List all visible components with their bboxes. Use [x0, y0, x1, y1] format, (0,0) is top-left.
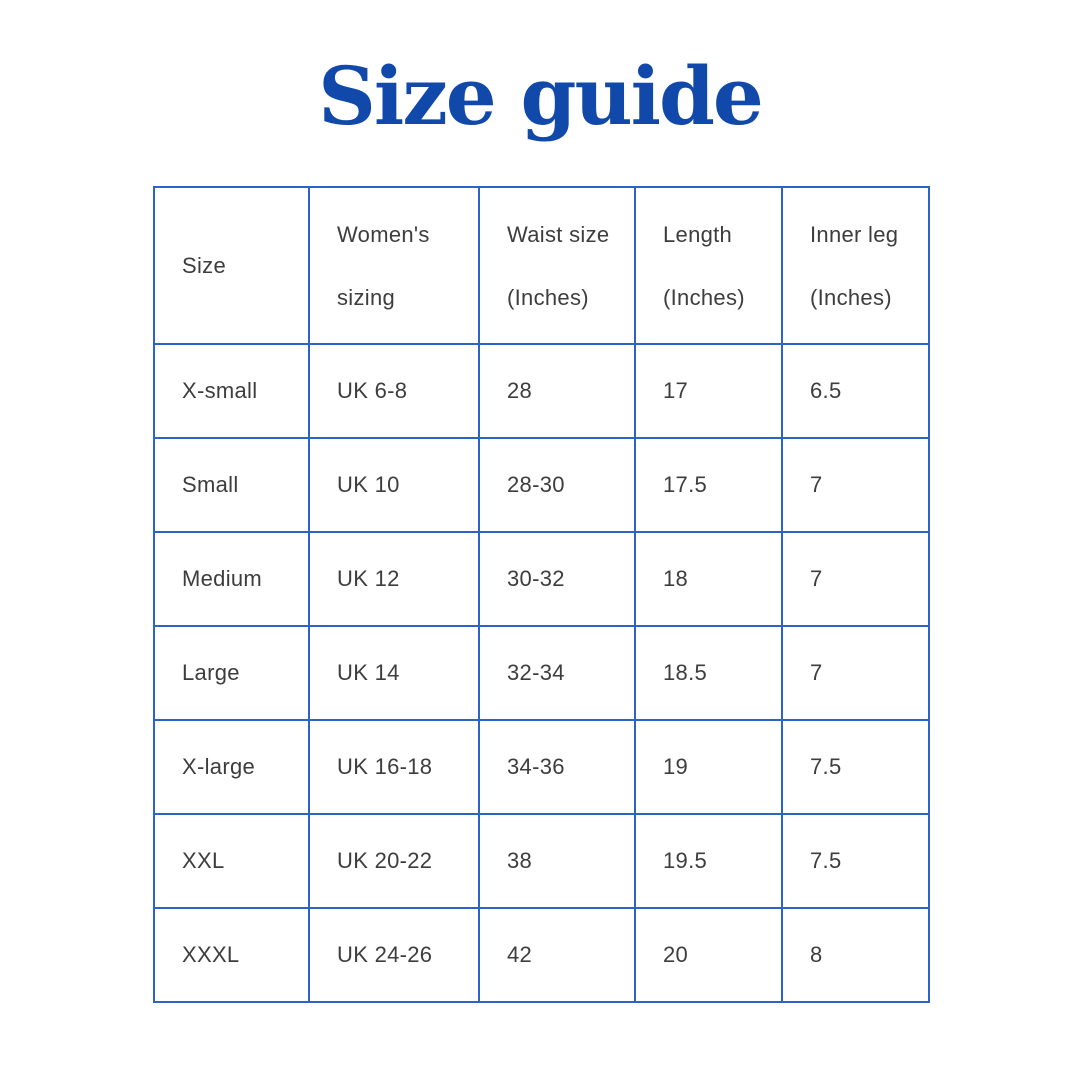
header-label: Waist size — [507, 221, 610, 247]
table-header-row: Size Women's sizing Waist size (Inches) … — [153, 186, 930, 345]
cell-length: 19.5 — [634, 813, 783, 909]
table-row-medium: Medium UK 12 30-32 18 7 — [153, 531, 930, 627]
cell-size: XXL — [153, 813, 310, 909]
cell-womens-sizing: UK 12 — [308, 531, 480, 627]
cell-inner-leg: 7 — [781, 531, 930, 627]
header-cell-inner-leg: Inner leg (Inches) — [781, 186, 930, 345]
cell-length: 17 — [634, 343, 783, 439]
cell-waist: 34-36 — [478, 719, 636, 815]
cell-inner-leg: 7 — [781, 437, 930, 533]
header-cell-waist-size: Waist size (Inches) — [478, 186, 636, 345]
cell-inner-leg: 8 — [781, 907, 930, 1003]
cell-size: XXXL — [153, 907, 310, 1003]
header-label: Women's — [337, 221, 430, 247]
cell-inner-leg: 6.5 — [781, 343, 930, 439]
cell-length: 18 — [634, 531, 783, 627]
header-label: (Inches) — [663, 284, 745, 310]
cell-length: 20 — [634, 907, 783, 1003]
table-row-x-large: X-large UK 16-18 34-36 19 7.5 — [153, 719, 930, 815]
cell-womens-sizing: UK 16-18 — [308, 719, 480, 815]
cell-size: X-large — [153, 719, 310, 815]
size-guide-table: Size Women's sizing Waist size (Inches) … — [153, 186, 930, 1003]
cell-waist: 30-32 — [478, 531, 636, 627]
header-label: (Inches) — [507, 284, 589, 310]
cell-length: 17.5 — [634, 437, 783, 533]
cell-womens-sizing: UK 24-26 — [308, 907, 480, 1003]
cell-womens-sizing: UK 10 — [308, 437, 480, 533]
cell-waist: 28 — [478, 343, 636, 439]
cell-inner-leg: 7.5 — [781, 719, 930, 815]
header-label: Inner leg — [810, 221, 899, 247]
cell-inner-leg: 7 — [781, 625, 930, 721]
cell-waist: 32-34 — [478, 625, 636, 721]
header-cell-size: Size — [153, 186, 310, 345]
cell-inner-leg: 7.5 — [781, 813, 930, 909]
cell-womens-sizing: UK 14 — [308, 625, 480, 721]
header-cell-length: Length (Inches) — [634, 186, 783, 345]
header-label: sizing — [337, 284, 396, 310]
cell-size: Large — [153, 625, 310, 721]
header-cell-womens-sizing: Women's sizing — [308, 186, 480, 345]
cell-length: 18.5 — [634, 625, 783, 721]
header-label: Length — [663, 221, 733, 247]
header-label: Size — [182, 253, 226, 278]
table-row-xxl: XXL UK 20-22 38 19.5 7.5 — [153, 813, 930, 909]
table-row-x-small: X-small UK 6-8 28 17 6.5 — [153, 343, 930, 439]
table-row-large: Large UK 14 32-34 18.5 7 — [153, 625, 930, 721]
cell-size: Small — [153, 437, 310, 533]
cell-womens-sizing: UK 6-8 — [308, 343, 480, 439]
cell-length: 19 — [634, 719, 783, 815]
page-title: Size guide — [318, 49, 764, 143]
cell-size: Medium — [153, 531, 310, 627]
table-row-xxxl: XXXL UK 24-26 42 20 8 — [153, 907, 930, 1003]
cell-waist: 42 — [478, 907, 636, 1003]
cell-waist: 38 — [478, 813, 636, 909]
table-row-small: Small UK 10 28-30 17.5 7 — [153, 437, 930, 533]
cell-size: X-small — [153, 343, 310, 439]
cell-waist: 28-30 — [478, 437, 636, 533]
cell-womens-sizing: UK 20-22 — [308, 813, 480, 909]
header-label: (Inches) — [810, 284, 892, 310]
